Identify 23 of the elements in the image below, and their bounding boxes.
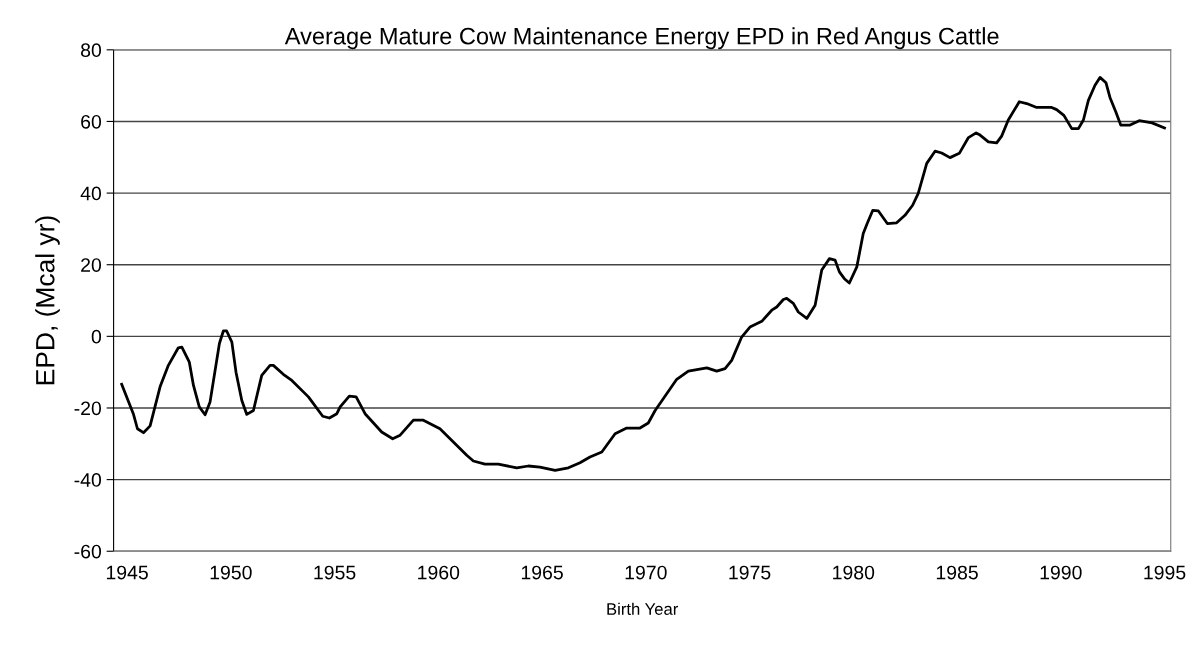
- y-tick-label: 20: [81, 258, 102, 272]
- x-tick-label: 1975: [729, 565, 771, 580]
- x-tick-label: 1990: [1040, 565, 1082, 580]
- x-tick-label: 1955: [314, 565, 356, 580]
- x-tick-label: 1985: [936, 565, 978, 580]
- x-tick-label: 1970: [625, 565, 667, 580]
- y-tick-label: 40: [80, 186, 102, 201]
- y-tick-label: 80: [81, 43, 102, 58]
- x-tick-label: 1950: [210, 565, 252, 580]
- y-tick-label: -40: [74, 473, 102, 487]
- x-axis-title: Birth Year: [607, 602, 679, 615]
- chart-title: Average Mature Cow Maintenance Energy EPD in Red Angus Cattle: [284, 27, 999, 50]
- x-tick-label: 1980: [833, 565, 875, 580]
- x-tick-label: 1965: [521, 565, 563, 580]
- x-tick-label: 1995: [1144, 565, 1186, 580]
- x-tick-label: 1945: [106, 565, 148, 580]
- line-series: [120, 76, 1166, 472]
- y-tick-label: 60: [81, 114, 102, 129]
- y-axis-title: EPD, (Mcal yr): [35, 216, 60, 385]
- x-tick-label: 1960: [418, 565, 460, 580]
- y-tick-label: 0: [91, 329, 102, 344]
- y-tick-label: -60: [74, 544, 102, 559]
- y-tick-label: -20: [74, 401, 102, 416]
